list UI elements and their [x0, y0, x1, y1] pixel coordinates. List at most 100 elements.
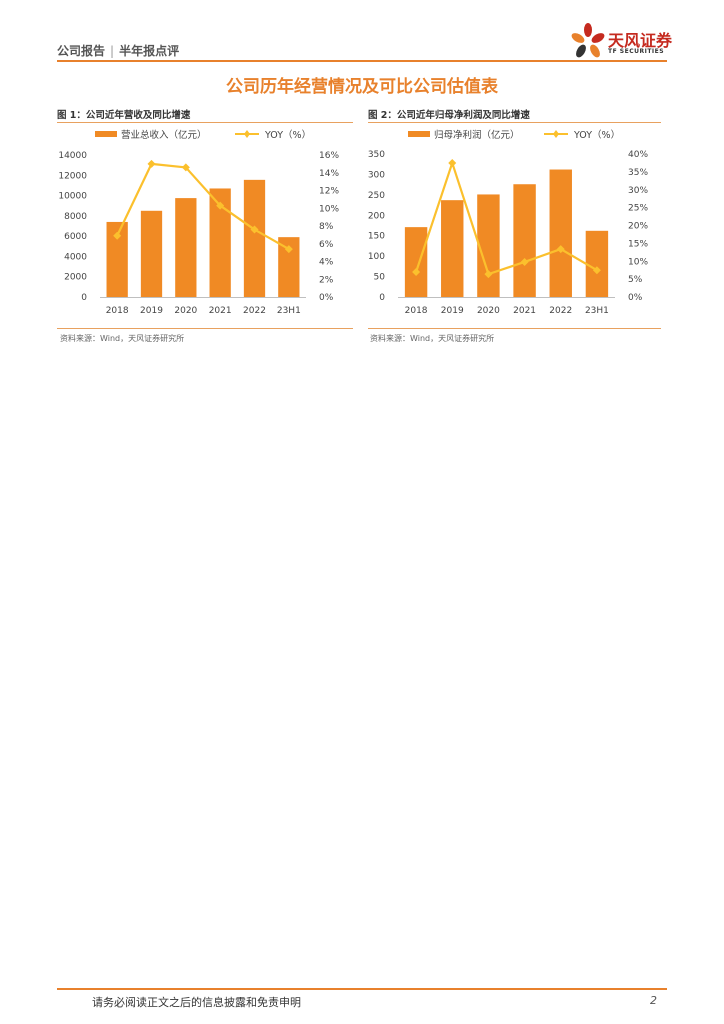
bar — [140, 210, 163, 297]
y-left-tick-label: 250 — [368, 191, 385, 201]
yoy-point — [284, 245, 293, 254]
y-left-tick-label: 150 — [368, 232, 385, 242]
page-title: 公司历年经营情况及可比公司估值表 — [226, 77, 498, 97]
logo-text-en: TF SECURITIES — [608, 48, 665, 55]
yoy-line — [116, 162, 290, 251]
y-left-tick-label: 0 — [81, 293, 87, 303]
yoy-point — [412, 267, 421, 276]
y-right-tick-label: 10% — [319, 204, 339, 214]
x-tick-label: 2018 — [405, 306, 428, 316]
y-right-tick-label: 40% — [628, 150, 648, 160]
bar — [278, 237, 300, 297]
y-left-tick-label: 8000 — [64, 212, 87, 222]
bar — [513, 184, 536, 297]
figure-1-title: 图 1：公司近年营收及同比增速 — [57, 110, 191, 121]
report-header: 公司报告 | 半年报点评 — [57, 42, 179, 59]
y-left-tick-label: 0 — [379, 293, 385, 303]
footer-disclaimer: 请务必阅读正文之后的信息披露和免责申明 — [92, 996, 301, 1009]
y-left-tick-label: 12000 — [58, 171, 87, 181]
y-right-tick-label: 12% — [319, 187, 339, 197]
y-left-tick-label: 6000 — [64, 232, 87, 242]
y-right-tick-label: 4% — [319, 258, 334, 268]
figure-2-top-rule — [368, 122, 661, 123]
logo-text-cn: 天风证券 — [608, 31, 673, 50]
yoy-line — [415, 161, 598, 276]
y-left-tick-label: 50 — [374, 273, 386, 283]
x-tick-label: 23H1 — [277, 306, 301, 316]
y-right-tick-label: 10% — [628, 257, 648, 267]
legend-line-marker — [553, 130, 559, 138]
y-left-tick-label: 10000 — [58, 192, 87, 202]
header-divider — [57, 60, 667, 62]
legend-bar-label: 营业总收入（亿元） — [121, 129, 207, 141]
bar — [441, 200, 464, 297]
legend-line-marker — [244, 130, 250, 138]
y-right-tick-label: 0% — [628, 293, 643, 303]
bar — [549, 169, 572, 297]
footer-divider — [57, 988, 667, 990]
bar — [477, 194, 500, 297]
yoy-point — [147, 159, 156, 168]
header-separator: | — [110, 44, 115, 58]
y-right-tick-label: 15% — [628, 239, 648, 249]
figure-1-bottom-rule — [57, 328, 353, 329]
x-tick-label: 2022 — [243, 306, 266, 316]
y-right-tick-label: 8% — [319, 222, 334, 232]
y-right-tick-label: 6% — [319, 240, 334, 250]
yoy-point — [484, 270, 493, 279]
y-left-tick-label: 4000 — [64, 252, 87, 262]
legend-bar-swatch — [408, 131, 430, 137]
page-number: 2 — [650, 994, 657, 1007]
bar — [404, 227, 428, 297]
yoy-point — [113, 231, 122, 240]
y-left-tick-label: 200 — [368, 211, 385, 221]
x-tick-label: 2021 — [513, 306, 536, 316]
legend-line-label: YOY（%） — [264, 129, 311, 141]
figure-2-bottom-rule — [368, 328, 661, 329]
bar — [106, 221, 128, 297]
report-type: 公司报告 — [57, 44, 106, 58]
yoy-point — [216, 201, 225, 210]
company-logo: 天风证券 TF SECURITIES — [570, 22, 673, 60]
bar — [585, 230, 609, 297]
x-tick-label: 2020 — [174, 306, 197, 316]
x-tick-label: 2021 — [209, 306, 232, 316]
y-right-tick-label: 14% — [319, 169, 339, 179]
figure-1-source: 资料来源：Wind，天风证券研究所 — [60, 334, 185, 343]
y-right-tick-label: 35% — [628, 168, 648, 178]
legend-bar-label: 归母净利润（亿元） — [434, 129, 520, 141]
revenue-chart: 营业总收入（亿元） YOY（%） 0 2000 4000 6000 8000 10000 120… — [58, 129, 339, 316]
y-left-tick-label: 300 — [368, 170, 385, 180]
bar — [209, 188, 231, 297]
bar — [175, 198, 197, 297]
y-right-tick-label: 30% — [628, 186, 648, 196]
x-tick-label: 2018 — [106, 306, 129, 316]
y-right-tick-label: 5% — [628, 275, 643, 285]
y-right-tick-label: 0% — [319, 293, 334, 303]
x-tick-label: 2020 — [477, 306, 500, 316]
yoy-point — [181, 163, 190, 172]
legend-line-label: YOY（%） — [573, 129, 620, 141]
y-left-tick-label: 14000 — [58, 151, 87, 161]
net-profit-chart: 归母净利润（亿元） YOY（%） 0 50 100 150 200 250 300 350 0% 5%… — [368, 129, 648, 316]
y-right-tick-label: 25% — [628, 204, 648, 214]
x-tick-label: 23H1 — [585, 306, 609, 316]
y-left-tick-label: 350 — [368, 150, 385, 160]
x-tick-label: 2019 — [140, 306, 163, 316]
figure-2-title: 图 2：公司近年归母净利润及同比增速 — [368, 110, 530, 121]
x-tick-label: 2022 — [549, 306, 572, 316]
bar — [243, 179, 266, 297]
yoy-point — [592, 266, 601, 275]
yoy-point — [250, 225, 259, 234]
y-left-tick-label: 2000 — [64, 273, 87, 283]
y-right-tick-label: 2% — [319, 275, 334, 285]
y-left-tick-label: 100 — [368, 252, 385, 262]
figure-1-top-rule — [57, 122, 353, 123]
figure-2-source: 资料来源：Wind，天风证券研究所 — [370, 334, 495, 343]
flower-logo-icon — [571, 23, 605, 58]
legend-bar-swatch — [95, 131, 117, 137]
yoy-point — [556, 245, 565, 254]
y-right-tick-label: 20% — [628, 222, 648, 232]
yoy-point — [448, 158, 457, 167]
yoy-point — [520, 257, 529, 266]
